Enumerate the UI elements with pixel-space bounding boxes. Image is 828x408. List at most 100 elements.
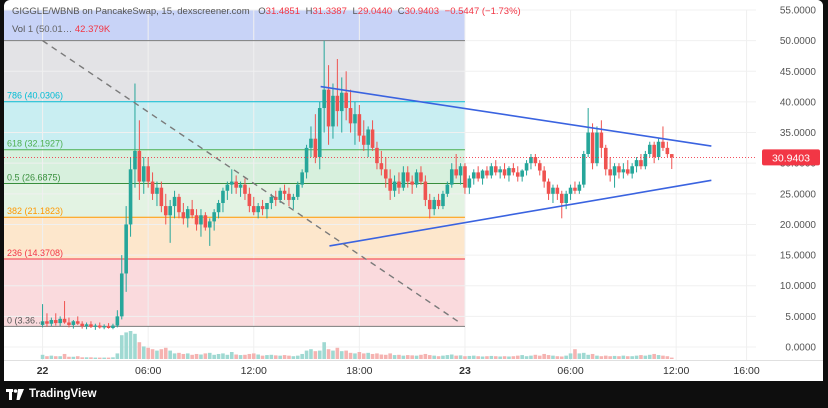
fib-0-618-label: 618 (32.1927) [7, 139, 63, 149]
volume-bar [568, 353, 573, 359]
candle-body [273, 196, 278, 200]
candle-body [339, 92, 344, 112]
candle-body [388, 178, 392, 191]
volume-value: 42.379K [74, 24, 111, 35]
volume-bar [295, 355, 300, 359]
candle-body [313, 138, 318, 158]
candle-body [150, 181, 155, 194]
volume-bar [150, 349, 155, 359]
volume-bar [75, 356, 80, 359]
volume-bar [669, 357, 674, 359]
volume-bar [647, 354, 652, 359]
candle-body [326, 89, 331, 127]
candle-body [269, 196, 274, 204]
candle-body [573, 187, 577, 191]
candle-body [317, 108, 322, 158]
volume-bar [357, 352, 362, 359]
candle-body [511, 168, 516, 173]
candle-body [212, 212, 216, 222]
volume-bar [119, 335, 124, 359]
volume-bar [93, 357, 98, 359]
fib-overlay-text: 1 (50.01… [27, 24, 73, 35]
volume-bar [67, 356, 71, 359]
candle-body [199, 215, 203, 225]
candle-body [40, 321, 45, 325]
volume-bar [225, 354, 230, 359]
last-price-label: 30.9403 [772, 152, 810, 164]
candlestick-chart[interactable]: 786 (40.0306) 618 (32.1927) 0.5 (26.6875) 3… [4, 0, 823, 408]
time-tick-label: 23 [459, 365, 471, 377]
fib-0-label: 0 (3.36… [7, 315, 44, 325]
volume-bar [256, 354, 260, 359]
symbol-line[interactable]: GIGGLE/WBNB on PancakeSwap, 15, dexscree… [12, 6, 250, 17]
volume-bar [590, 353, 595, 359]
volume-bar [392, 355, 397, 359]
candle-body [405, 172, 410, 182]
volume-bar [458, 355, 463, 359]
volume-bar [344, 350, 348, 359]
candle-body [124, 224, 128, 274]
tradingview-logo[interactable]: TradingView [6, 388, 97, 400]
volume-bar [405, 355, 410, 359]
volume-bar [185, 353, 190, 359]
volume-bar [168, 350, 172, 359]
candle-body [168, 206, 172, 216]
volume-bar [485, 356, 489, 359]
volume-bar [454, 355, 458, 359]
candle-body [115, 316, 120, 326]
volume-bar [335, 347, 340, 359]
candle-body [256, 206, 260, 213]
volume-bar [581, 352, 586, 359]
fib-zone-0 [4, 10, 465, 41]
candle-body [45, 321, 49, 324]
candle-body [476, 172, 480, 179]
fib-zone-4 [4, 183, 465, 218]
candle-body [520, 170, 524, 177]
volume-bar [612, 355, 617, 359]
candle-body [238, 184, 243, 188]
volume-bar [141, 346, 146, 359]
volume-bar [243, 354, 247, 359]
candle-body [502, 169, 507, 176]
candle-body [146, 166, 150, 182]
volume-bar [502, 356, 507, 359]
candle-body [80, 323, 84, 327]
candle-body [106, 326, 111, 329]
candle-body [652, 144, 656, 158]
volume-bar [155, 350, 159, 359]
candle-body [172, 196, 177, 207]
volume-bar [49, 355, 54, 359]
candle-body [84, 324, 89, 327]
candle-body [331, 95, 335, 127]
candle-body [625, 169, 630, 174]
price-tick-label: 50.0000 [780, 36, 817, 47]
candle-body [207, 221, 212, 228]
candle-body [49, 320, 54, 324]
volume-label: Vol [12, 24, 26, 35]
volume-bar [361, 353, 366, 359]
volume-bar [322, 342, 326, 359]
candle-body [463, 166, 467, 188]
candle-body [260, 206, 265, 210]
tradingview-logo-icon [6, 388, 24, 400]
candle-body [71, 321, 76, 325]
candle-body [608, 169, 612, 176]
volume-bar [493, 356, 498, 359]
candle-body [515, 172, 520, 177]
candle-body [617, 166, 621, 173]
volume-bar [397, 354, 401, 359]
candle-body [194, 215, 199, 225]
candle-body [480, 170, 485, 179]
candle-body [282, 190, 287, 194]
candle-body [159, 187, 164, 207]
volume-bar [163, 347, 168, 359]
high-value: 31.3387 [312, 6, 347, 17]
volume-bar [533, 354, 538, 359]
candle-body [603, 147, 608, 170]
price-tick-label: 5.0000 [785, 312, 816, 323]
price-tick-label: 40.0000 [780, 97, 817, 108]
volume-bar [159, 349, 164, 359]
volume-bar [282, 355, 287, 359]
volume-bar [375, 353, 379, 359]
volume-bar [181, 353, 186, 359]
